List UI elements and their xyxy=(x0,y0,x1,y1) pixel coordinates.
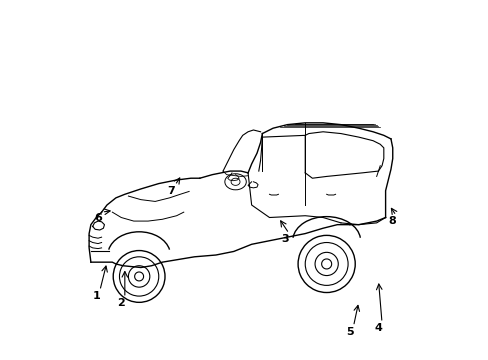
Text: 4: 4 xyxy=(374,323,382,333)
Text: 1: 1 xyxy=(92,291,100,301)
Text: 5: 5 xyxy=(346,327,353,337)
Text: 2: 2 xyxy=(117,298,125,308)
Text: 6: 6 xyxy=(94,212,102,222)
Text: 3: 3 xyxy=(281,234,289,244)
Text: 7: 7 xyxy=(167,186,175,196)
Text: 8: 8 xyxy=(388,216,396,226)
